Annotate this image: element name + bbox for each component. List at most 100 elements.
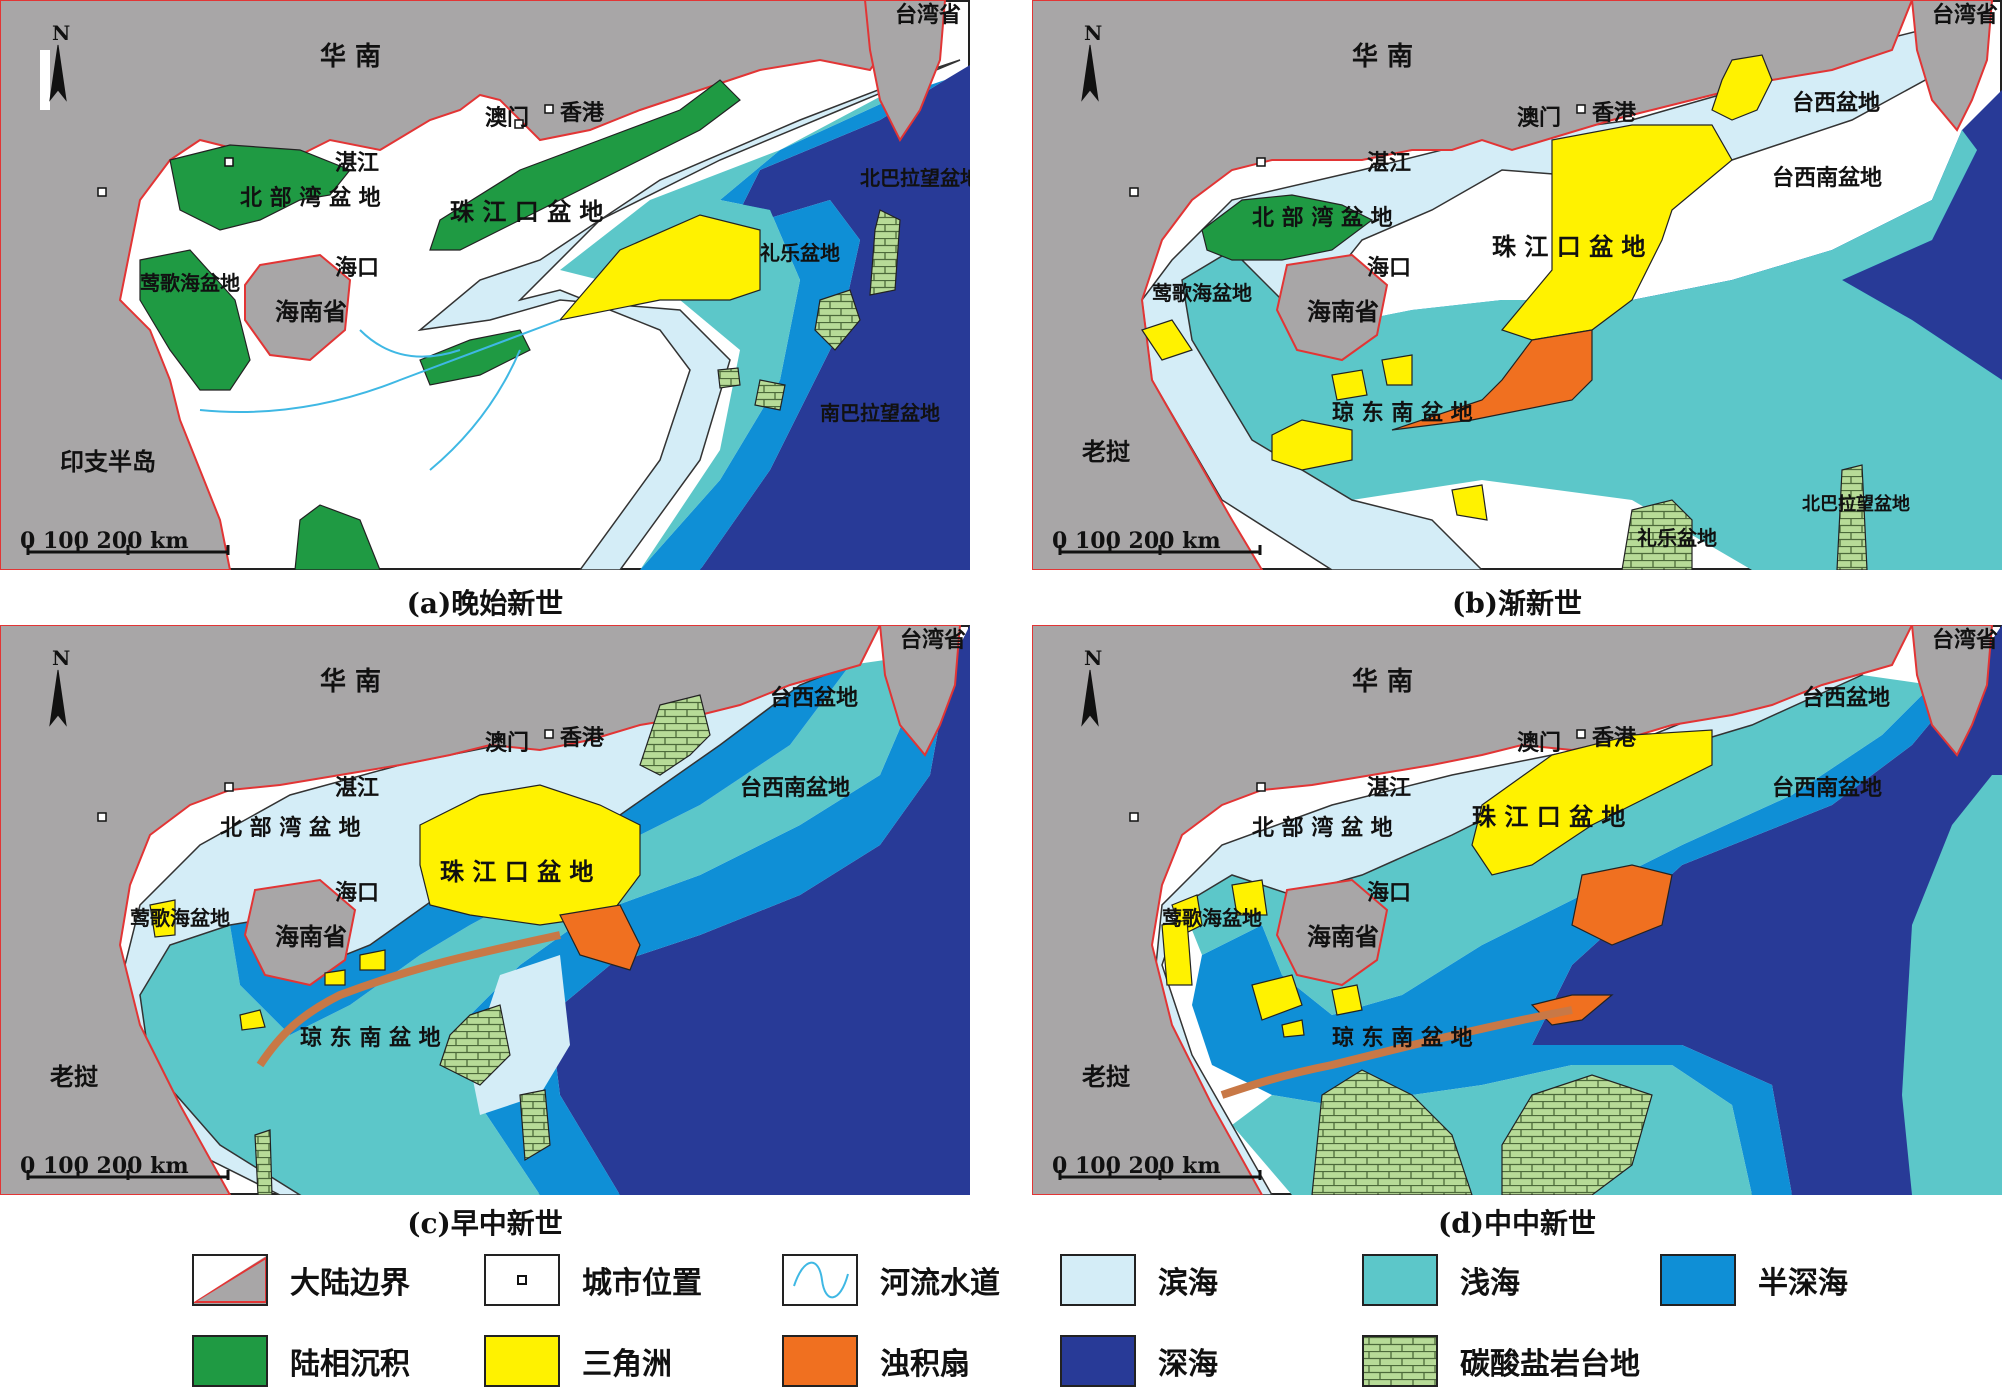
north-arrow-icon [49,669,67,727]
north-arrow-shape [49,44,67,102]
carbonate-lile [1621,499,1693,570]
label-basin-pearl: 珠 江 口 盆 地 [440,857,593,886]
legend-label: 半深海 [1758,1266,1848,1301]
hainan-island [244,253,352,362]
shallow-sea-area [560,70,930,570]
carbonate-1 [639,694,711,776]
shallow-sea-area [140,655,920,1195]
label-zhanjiang: 湛江 [1367,775,1411,801]
turbidite-fan [1391,329,1593,431]
legend-label: 三角洲 [582,1347,672,1382]
label-basin-yinggehai: 莺歌海盆地 [130,906,230,930]
north-label: N [52,21,70,45]
river-channels-a [199,319,561,471]
city-marker [544,104,554,114]
coastal-area [417,59,961,570]
label-basin-beibala: 北巴拉望盆地 [1802,493,1910,515]
north-arrow-icon [1081,669,1099,727]
map-d: N 华 南 香港 澳门 湛江 海口 海南省 北 部 湾 盆 地 珠 江 口 盆 … [1032,625,2002,1195]
delta-small-4 [239,1009,266,1031]
delta-pearl [1471,729,1713,876]
carbonate-platform-a4 [717,367,741,389]
label-basin-yinggehai: 莺歌海盆地 [140,271,240,295]
legend-swatch-carbonate [1362,1335,1438,1387]
legend-item-shallow: 浅海 [1362,1252,1520,1308]
label-indochina: 印支半岛 [60,447,156,476]
label-hainan: 海南省 [275,297,347,326]
label-basin-yinggehai: 莺歌海盆地 [1162,906,1262,930]
label-basin-taixinan: 台西南盆地 [1772,165,1882,191]
carbonate-2 [1501,1074,1653,1195]
label-basin-nanbala: 南巴拉望盆地 [820,401,940,425]
legend-label: 大陆边界 [290,1266,410,1301]
label-basin-beibuwan: 北 部 湾 盆 地 [220,815,361,841]
city-marker [1129,812,1139,822]
label-basin-pearl: 珠 江 口 盆 地 [450,197,603,226]
city-marker [97,187,107,197]
map-legend: 大陆边界 城市位置 河流水道 滨海 浅海 半深海 陆相沉积 三角洲 浊积扇 [0,1230,2002,1395]
panel-caption: (c)早中新世 [407,1207,563,1240]
legend-swatch-turbidite [782,1335,858,1387]
panel-caption: (a)晚始新世 [406,587,564,620]
label-hongkong: 香港 [1592,725,1637,751]
legend-item-river: 河流水道 [782,1252,1000,1308]
legend-swatch-delta [484,1335,560,1387]
label-basin-lile: 礼乐盆地 [1637,526,1717,550]
continental-small [419,329,531,386]
label-hainan: 海南省 [1307,297,1379,326]
label-haikou: 海口 [1367,880,1411,906]
delta-small-1 [1141,319,1193,361]
label-basin-qiongdongnan: 琼 东 南 盆 地 [1332,400,1473,426]
label-macau: 澳门 [1517,105,1561,131]
continental-south [294,504,381,570]
north-label: N [52,646,70,670]
legend-label: 浊积扇 [880,1347,970,1382]
delta-small-4 [1451,484,1488,521]
legend-item-semideep: 半深海 [1660,1252,1848,1308]
legend-item-coastal: 滨海 [1060,1252,1218,1308]
map-panel-oligocene: N 华 南 香港 澳门 湛江 海口 海南省 北 部 湾 盆 地 珠 江 口 盆 … [1032,0,2002,620]
scale-label: 0 100 200 km [20,528,189,554]
map-a: N 华 南 香港 澳门 湛江 海口 海南省 北 部 湾 盆 地 珠 江 口 盆 … [0,0,970,570]
legend-label: 碳酸盐岩台地 [1460,1347,1640,1382]
turbidite-fan [559,904,641,971]
shallow-east [1902,775,2002,1195]
semi-deep-trough [230,665,850,1035]
coastal-south [470,955,570,1115]
label-zhanjiang: 湛江 [1367,150,1411,176]
scale-label: 0 100 200 km [20,1153,189,1179]
legend-swatch-deep [1060,1335,1136,1387]
panel-caption: (d)中中新世 [1437,1207,1597,1240]
label-basin-qiongdongnan: 琼 东 南 盆 地 [300,1025,441,1051]
carbonate-beibala [1836,464,1868,570]
label-basin-qiongdongnan: 琼 东 南 盆 地 [1332,1025,1473,1051]
carbonate-platform-a1 [869,209,901,296]
scale-bar [1058,1170,1262,1180]
carbonate-1 [1311,1069,1473,1195]
scale-label: 0 100 200 km [1052,1153,1221,1179]
land [0,625,882,1195]
label-hongkong: 香港 [560,100,605,126]
north-arrow-icon [40,50,50,110]
map-b: N 华 南 香港 澳门 湛江 海口 海南省 北 部 湾 盆 地 珠 江 口 盆 … [1032,0,2002,570]
deep-sea-area [550,625,970,1195]
label-basin-pearl: 珠 江 口 盆 地 [1492,232,1645,261]
delta-yinggehai [1271,419,1353,471]
taiwan-island [1910,625,1994,757]
continental-pearl [429,79,741,251]
label-hongkong: 香港 [1592,100,1637,126]
legend-swatch-continental [192,1335,268,1387]
label-basin-taixinan: 台西南盆地 [740,775,850,801]
map-panel-early-miocene: N 华 南 香港 澳门 湛江 海口 海南省 北 部 湾 盆 地 珠 江 口 盆 … [0,625,970,1240]
land [1032,625,1914,1195]
label-hongkong: 香港 [560,725,605,751]
map-panel-middle-miocene: N 华 南 香港 澳门 湛江 海口 海南省 北 部 湾 盆 地 珠 江 口 盆 … [1032,625,2002,1240]
label-basin-lile: 礼乐盆地 [760,241,840,265]
label-basin-beibuwan: 北 部 湾 盆 地 [1252,205,1393,231]
label-laos: 老挝 [50,1062,99,1091]
legend-item-delta: 三角洲 [484,1333,672,1389]
scale-bar [26,545,230,555]
turbidite-channel [1220,1006,1573,1099]
delta-small-3 [1381,354,1413,386]
city-marker [1576,729,1586,739]
